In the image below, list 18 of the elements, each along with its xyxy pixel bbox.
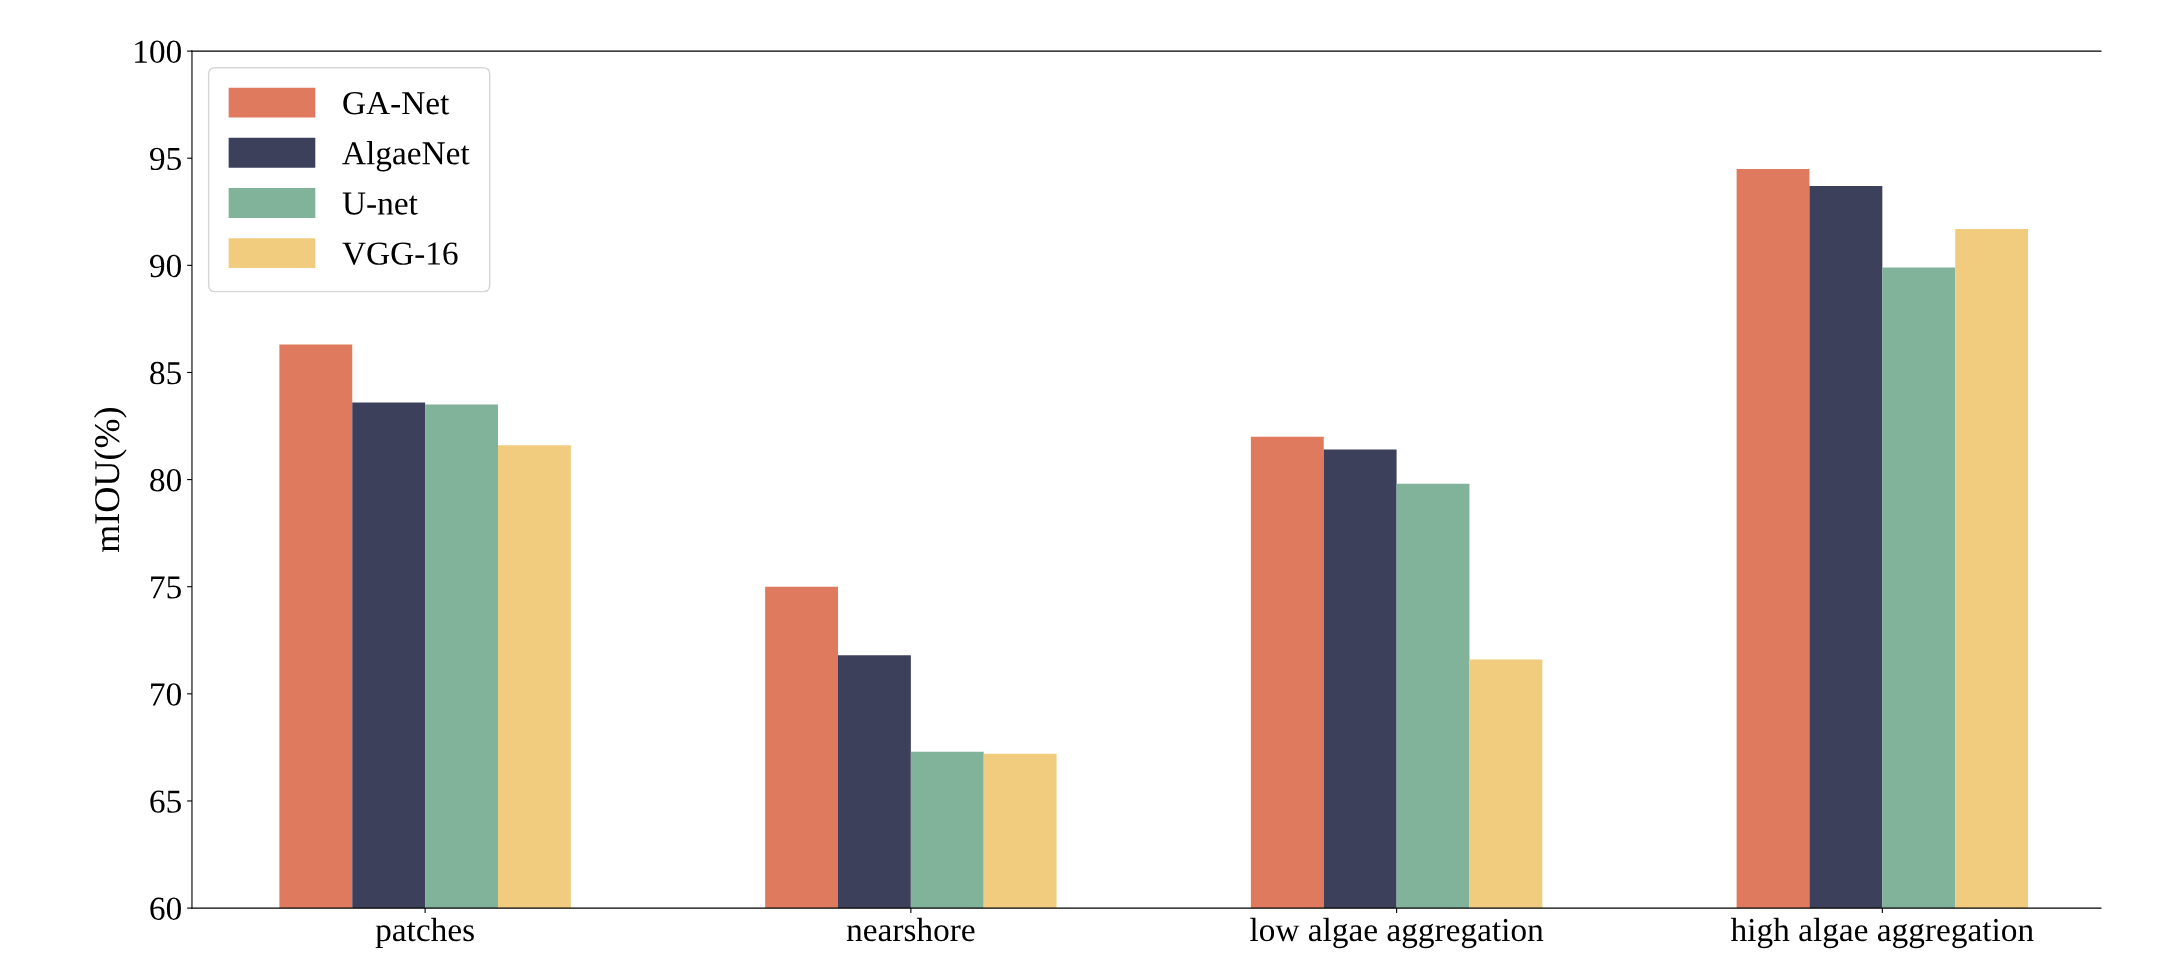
legend-label: U-net [342,192,418,215]
x-tick-label: nearshore [846,917,975,942]
legend-label: GA-Net [343,92,450,115]
y-tick-label: 75 [151,576,181,599]
y-tick-label: 95 [149,147,181,171]
y-tick-label: 100 [135,40,181,63]
y-tick-label: 70 [151,683,181,706]
y-tick-label: 60 [150,897,181,920]
y-tick-label: 90 [149,254,181,278]
y-tick-label: 80 [150,468,181,492]
legend-label: AlgaeNet [342,141,470,172]
y-tick-label: 85 [150,361,181,385]
x-tick-label: patches [375,917,474,949]
y-tick-label: 65 [150,790,181,813]
x-tick-label: high algae aggregation [1730,917,2034,949]
x-tick-label: low algae aggregation [1250,917,1544,949]
legend-label: VGG-16 [342,242,458,265]
y-axis-title: mIOU(%) [93,407,127,553]
